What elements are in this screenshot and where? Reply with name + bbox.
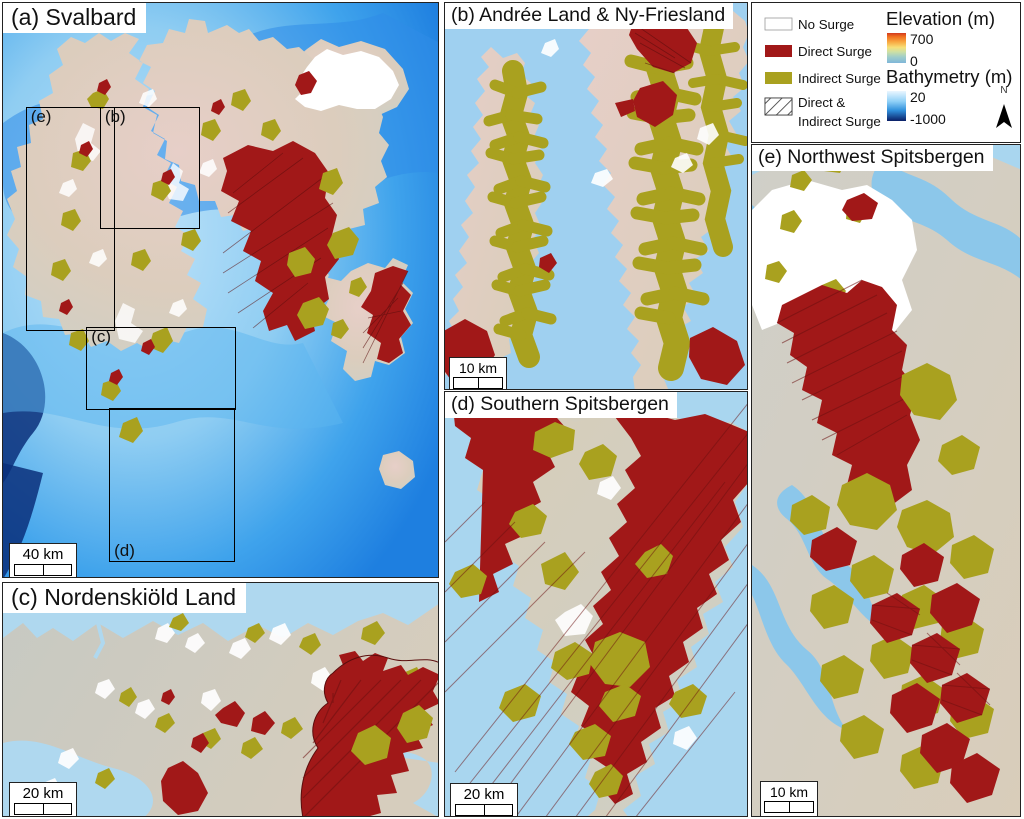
svg-text:Indirect Surge: Indirect Surge	[798, 114, 881, 129]
svg-text:Indirect Surge: Indirect Surge	[798, 71, 881, 86]
svg-text:N: N	[1000, 85, 1007, 96]
svg-text:Bathymetry (m): Bathymetry (m)	[886, 66, 1012, 87]
svg-text:Elevation (m): Elevation (m)	[886, 8, 995, 29]
svg-text:700: 700	[910, 31, 934, 47]
svg-text:20: 20	[910, 89, 926, 105]
svg-text:No Surge: No Surge	[798, 17, 854, 32]
svg-text:Direct &: Direct &	[798, 95, 845, 110]
svg-text:Direct Surge: Direct Surge	[798, 44, 872, 59]
svg-text:-1000: -1000	[910, 111, 946, 127]
